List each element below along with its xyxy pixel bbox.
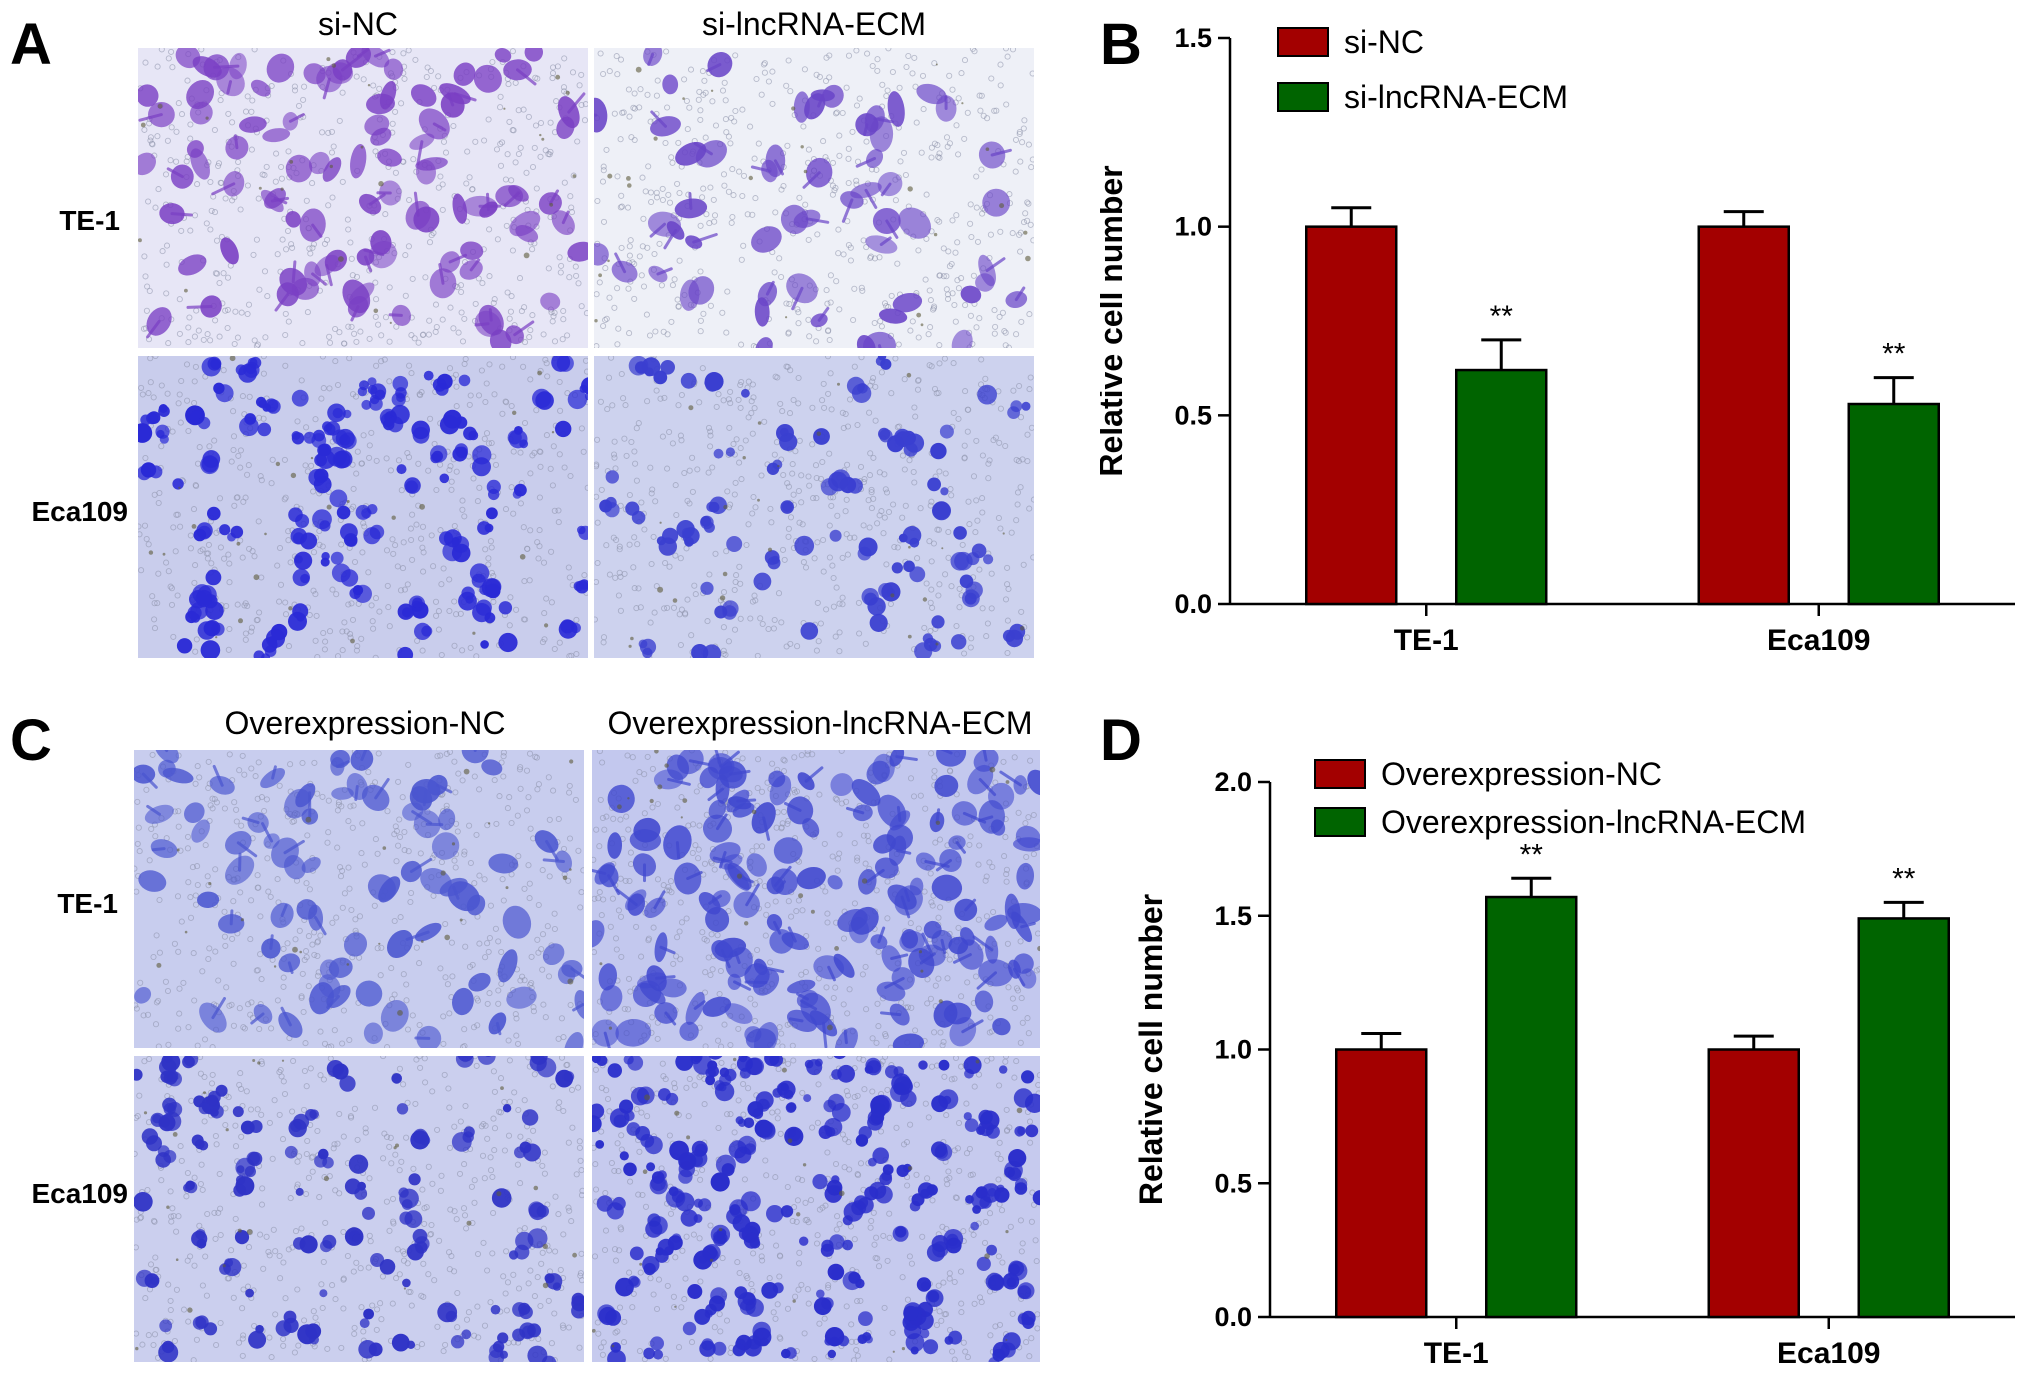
panel-letter-c: C <box>10 712 52 770</box>
y-tick-label: 1.0 <box>1174 212 1212 242</box>
legend-swatch <box>1315 760 1365 788</box>
panel-a-row-label-eca109: Eca109 <box>0 496 128 528</box>
bar <box>1306 227 1396 604</box>
panel-c-row-label-eca109: Eca109 <box>0 1178 128 1210</box>
y-tick-label: 1.5 <box>1174 23 1212 53</box>
panel-c-row-label-te1: TE-1 <box>0 888 118 920</box>
micrograph-te1-overexpression-lncrna-ecm <box>592 750 1040 1048</box>
micrograph-te1-si-lncrna-ecm <box>594 48 1034 348</box>
bar <box>1456 370 1546 604</box>
micrograph-eca109-si-lncrna-ecm <box>594 356 1034 658</box>
chart-panel-d: 0.0 0.5 1.0 1.5 2.0 Relative cell number ** TE-… <box>1100 700 2031 1372</box>
legend-label: si-lncRNA-ECM <box>1344 79 1568 115</box>
y-tick-label: 0.0 <box>1174 589 1212 619</box>
bar <box>1336 1050 1426 1318</box>
legend-label: Overexpression-lncRNA-ECM <box>1381 804 1806 840</box>
y-tick-label: 0.0 <box>1214 1302 1252 1332</box>
legend-swatch <box>1315 808 1365 836</box>
y-tick-label: 1.5 <box>1214 901 1252 931</box>
y-tick-label: 0.5 <box>1214 1168 1252 1198</box>
significance-marker: ** <box>1490 300 1514 333</box>
bar <box>1486 897 1576 1317</box>
micrograph-eca109-si-nc <box>138 356 588 658</box>
bar <box>1699 227 1789 604</box>
panel-a-column-title-si-lncrna-ecm: si-lncRNA-ECM <box>594 6 1034 43</box>
legend-label: si-NC <box>1344 24 1424 60</box>
bar <box>1849 404 1939 604</box>
x-tick-label: TE-1 <box>1424 1337 1489 1370</box>
panel-c-column-title-overexpression-lncrna-ecm: Overexpression-lncRNA-ECM <box>580 705 1060 742</box>
legend-swatch <box>1278 83 1328 111</box>
micrograph-te1-overexpression-nc <box>134 750 584 1048</box>
y-tick-label: 0.5 <box>1174 400 1212 430</box>
significance-marker: ** <box>1892 862 1916 895</box>
panel-letter-a: A <box>10 16 52 74</box>
bar <box>1859 918 1949 1317</box>
panel-a-row-label-te1: TE-1 <box>0 205 120 237</box>
y-axis-label: Relative cell number <box>1133 894 1169 1205</box>
significance-marker: ** <box>1520 838 1544 871</box>
micrograph-eca109-overexpression-nc <box>134 1056 584 1362</box>
significance-marker: ** <box>1882 338 1906 371</box>
legend-swatch <box>1278 28 1328 56</box>
y-tick-label: 1.0 <box>1214 1035 1252 1065</box>
chart-panel-b: 0.0 0.5 1.0 1.5 Relative cell number ** TE-1 **… <box>1100 0 2031 680</box>
bar <box>1709 1050 1799 1318</box>
y-tick-label: 2.0 <box>1214 767 1252 797</box>
x-tick-label: TE-1 <box>1394 624 1459 657</box>
y-axis-label: Relative cell number <box>1100 165 1129 476</box>
x-tick-label: Eca109 <box>1777 1337 1880 1370</box>
panel-c-column-title-overexpression-nc: Overexpression-NC <box>135 705 595 742</box>
x-tick-label: Eca109 <box>1767 624 1870 657</box>
micrograph-te1-si-nc <box>138 48 588 348</box>
micrograph-eca109-overexpression-lncrna-ecm <box>592 1056 1040 1362</box>
panel-a-column-title-si-nc: si-NC <box>138 6 578 43</box>
legend-label: Overexpression-NC <box>1381 756 1662 792</box>
